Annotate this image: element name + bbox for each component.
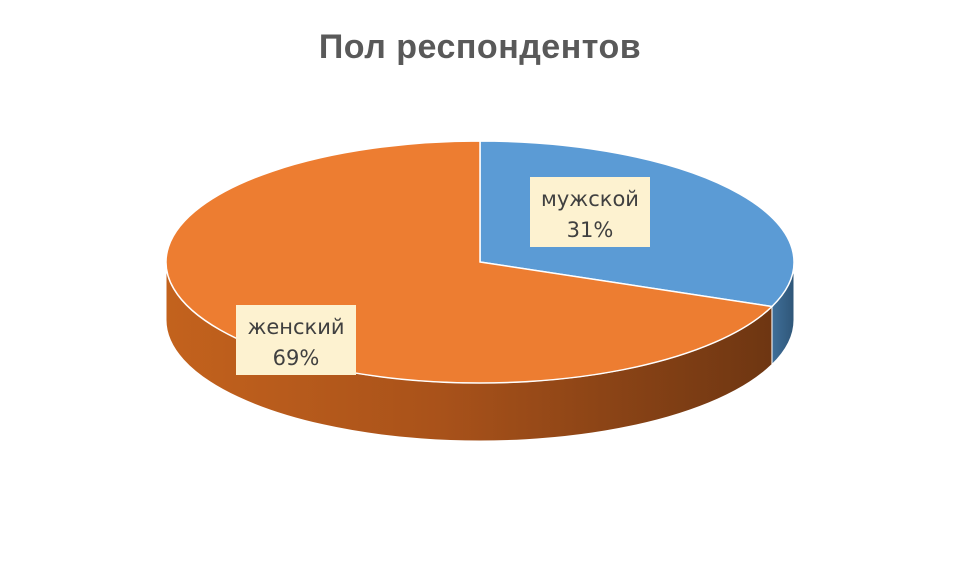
chart-title: Пол респондентов <box>318 28 642 66</box>
data-label-category: мужской <box>541 187 639 211</box>
data-label-female: женский 69% <box>236 305 356 375</box>
data-label-male: мужской 31% <box>530 177 650 247</box>
data-label-box <box>236 305 356 375</box>
data-label-category: женский <box>247 315 344 339</box>
data-label-percent: 69% <box>273 346 320 370</box>
data-label-percent: 31% <box>567 218 614 242</box>
data-label-box <box>530 177 650 247</box>
